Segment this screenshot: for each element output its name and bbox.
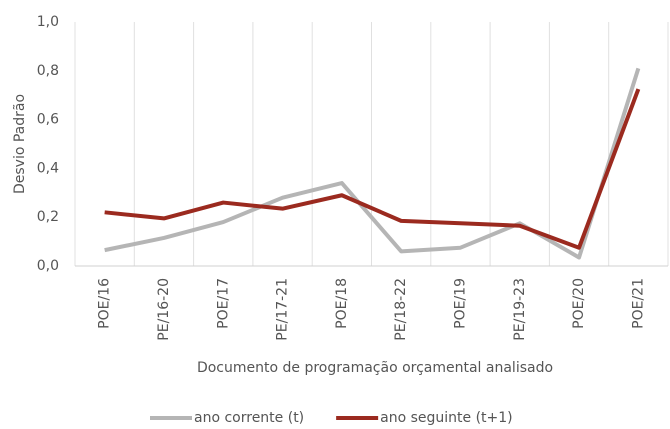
x-tick-label: PE/16-20 — [156, 278, 172, 341]
y-axis-label: Desvio Padrão — [12, 94, 28, 194]
series-line — [104, 88, 641, 250]
y-tick-label: 0,6 — [37, 112, 59, 128]
y-tick-label: 0,4 — [37, 160, 59, 176]
x-tick-label: PE/19-23 — [512, 278, 528, 341]
y-tick-label: 1,0 — [37, 14, 59, 30]
legend-label: ano corrente (t) — [194, 410, 304, 426]
y-tick-label: 0,0 — [37, 258, 59, 274]
x-tick-label: PE/17-21 — [275, 278, 291, 341]
series-line — [104, 67, 641, 260]
x-tick-label: POE/17 — [215, 278, 231, 329]
x-tick-label: POE/21 — [630, 278, 646, 329]
x-tick-label: PE/18-22 — [393, 278, 409, 341]
x-axis-label: Documento de programação orçamental anal… — [197, 360, 553, 376]
legend-label: ano seguinte (t+1) — [380, 410, 513, 426]
y-tick-label: 0,8 — [37, 63, 59, 79]
x-tick-label: POE/18 — [334, 278, 350, 329]
x-tick-label: POE/16 — [97, 278, 113, 329]
x-tick-label: POE/20 — [571, 278, 587, 329]
y-tick-label: 0,2 — [37, 209, 59, 225]
x-tick-label: POE/19 — [452, 278, 468, 329]
